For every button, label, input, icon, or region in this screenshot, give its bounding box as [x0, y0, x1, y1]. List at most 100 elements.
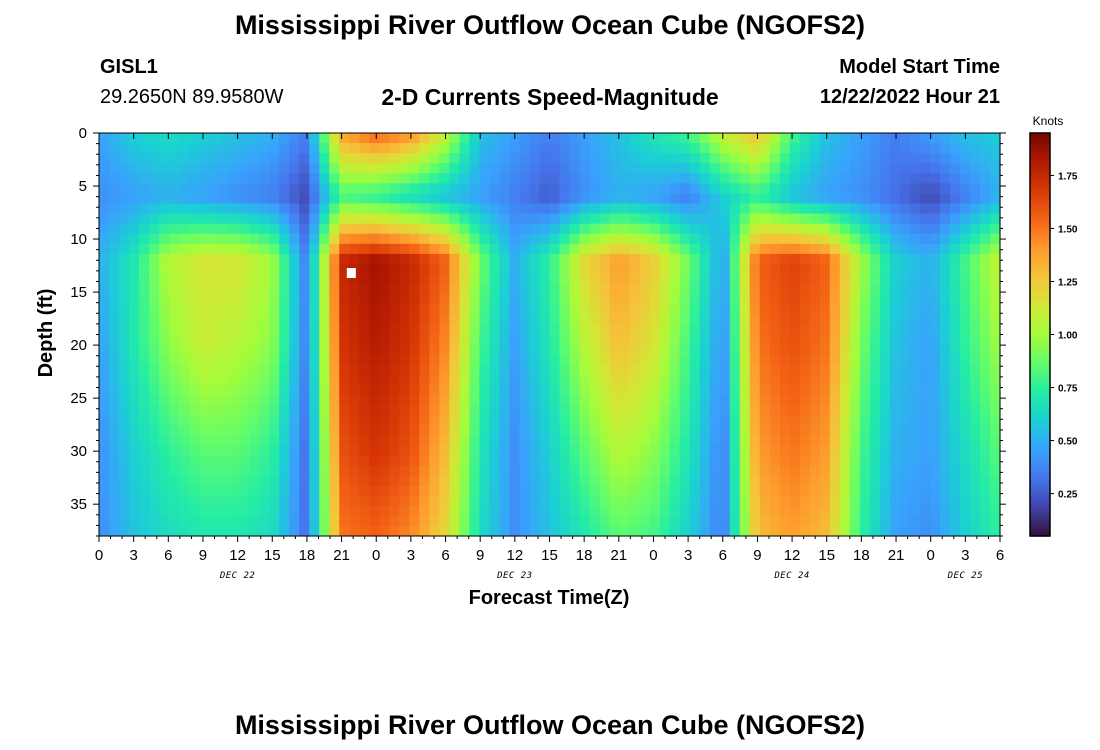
heatmap-cell — [589, 455, 601, 467]
heatmap-cell — [599, 193, 611, 205]
heatmap-cell — [729, 243, 741, 255]
heatmap-cell — [359, 525, 370, 537]
heatmap-cell — [839, 223, 851, 235]
heatmap-cell — [989, 213, 1001, 225]
heatmap-cell — [199, 243, 210, 255]
heatmap-cell — [719, 173, 731, 184]
heatmap-cell — [859, 294, 871, 305]
heatmap-cell — [219, 284, 230, 295]
heatmap-cell — [249, 354, 260, 366]
heatmap-cell — [659, 294, 671, 305]
heatmap-cell — [129, 274, 140, 285]
heatmap-cell — [359, 515, 370, 527]
heatmap-cell — [329, 515, 340, 527]
heatmap-cell — [939, 263, 951, 275]
heatmap-cell — [209, 233, 220, 245]
heatmap-cell — [989, 364, 1001, 376]
heatmap-cell — [869, 415, 881, 426]
heatmap-cell — [409, 324, 420, 336]
heatmap-cell — [949, 384, 961, 396]
heatmap-cell — [569, 344, 581, 356]
heatmap-cell — [729, 223, 741, 235]
heatmap-cell — [559, 294, 571, 305]
heatmap-cell — [389, 334, 400, 346]
heatmap-cell — [289, 233, 300, 245]
heatmap-cell — [109, 344, 120, 356]
heatmap-cell — [709, 485, 721, 497]
heatmap-cell — [189, 243, 200, 255]
heatmap-cell — [169, 374, 180, 386]
heatmap-cell — [449, 183, 460, 195]
heatmap-cell — [339, 233, 350, 245]
heatmap-cell — [279, 233, 290, 245]
heatmap-cell — [179, 405, 190, 416]
colorbar-segment — [1030, 230, 1050, 235]
heatmap-cell — [149, 515, 160, 527]
heatmap-cell — [669, 213, 681, 225]
heatmap-cell — [899, 465, 911, 477]
heatmap-cell — [109, 364, 120, 376]
heatmap-cell — [699, 465, 711, 477]
heatmap-cell — [479, 133, 491, 144]
heatmap-cell — [339, 294, 350, 305]
heatmap-cell — [569, 223, 581, 235]
heatmap-cell — [859, 374, 871, 386]
heatmap-cell — [569, 213, 581, 225]
heatmap-cell — [899, 263, 911, 275]
heatmap-cell — [919, 284, 931, 295]
heatmap-cell — [569, 233, 581, 245]
heatmap-cell — [349, 133, 360, 144]
heatmap-cell — [659, 253, 671, 265]
heatmap-cell — [679, 515, 691, 527]
heatmap-cell — [629, 233, 641, 245]
heatmap-cell — [539, 405, 551, 416]
heatmap-cell — [479, 243, 491, 255]
heatmap-cell — [759, 525, 771, 537]
heatmap-cell — [249, 133, 260, 144]
heatmap-cell — [439, 485, 450, 497]
heatmap-cell — [159, 354, 170, 366]
heatmap-cell — [169, 324, 180, 336]
heatmap-cell — [449, 304, 460, 315]
heatmap-cell — [109, 435, 120, 446]
heatmap-cell — [859, 334, 871, 346]
heatmap-cell — [649, 213, 661, 225]
heatmap-cell — [549, 253, 561, 265]
heatmap-cell — [179, 354, 190, 366]
heatmap-cell — [379, 203, 390, 215]
heatmap-cell — [329, 253, 340, 265]
heatmap-cell — [229, 445, 240, 456]
x-tick-label: 0 — [927, 547, 935, 564]
heatmap-cell — [919, 304, 931, 315]
heatmap-cell — [339, 143, 350, 154]
heatmap-cell — [569, 495, 581, 507]
heatmap-cell — [769, 153, 781, 164]
heatmap-cell — [179, 394, 190, 406]
heatmap-cell — [669, 233, 681, 245]
heatmap-cell — [659, 465, 671, 477]
heatmap-cell — [349, 274, 360, 285]
heatmap-cell — [799, 505, 811, 517]
heatmap-cell — [229, 274, 240, 285]
heatmap-cell — [599, 163, 611, 174]
heatmap-cell — [109, 213, 120, 225]
colorbar-segment — [1030, 361, 1050, 366]
heatmap-cell — [259, 364, 270, 376]
heatmap-cell — [159, 435, 170, 446]
heatmap-cell — [569, 304, 581, 315]
heatmap-cell — [259, 495, 270, 507]
heatmap-cell — [659, 505, 671, 517]
heatmap-cell — [829, 505, 841, 517]
heatmap-cell — [169, 485, 180, 497]
heatmap-cell — [799, 384, 811, 396]
heatmap-cell — [359, 374, 370, 386]
heatmap-cell — [119, 133, 130, 144]
heatmap-cell — [929, 233, 941, 245]
heatmap-cell — [719, 233, 731, 245]
heatmap-cell — [319, 495, 330, 507]
heatmap-cell — [749, 314, 761, 326]
heatmap-cell — [699, 475, 711, 487]
heatmap-cell — [599, 334, 611, 346]
heatmap-cell — [99, 233, 110, 245]
heatmap-cell — [119, 515, 130, 527]
